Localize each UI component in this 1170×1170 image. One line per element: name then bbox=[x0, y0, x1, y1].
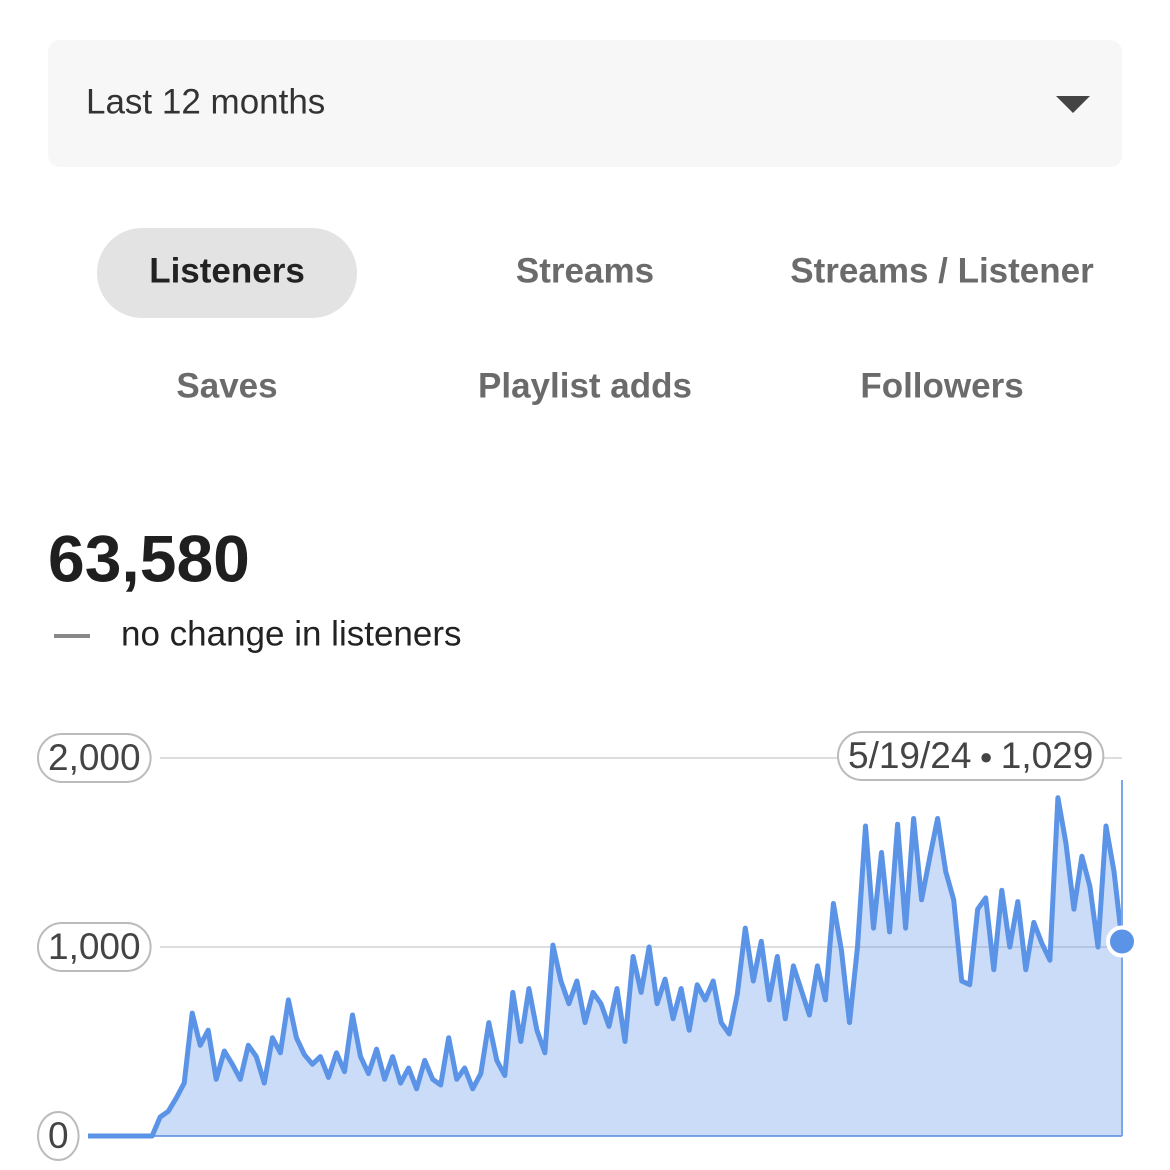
tooltip-dot bbox=[1106, 925, 1138, 958]
area bbox=[88, 797, 1122, 1136]
y-tick-label: 2,000 bbox=[48, 737, 141, 778]
line bbox=[88, 795, 1125, 1139]
y-tick-pill bbox=[37, 1111, 80, 1161]
tab-label[interactable]: Streams bbox=[516, 251, 654, 290]
y-tick-pill bbox=[37, 733, 152, 783]
chart: 0 1,000 2,000 5/19/24 ● 1,029 bbox=[37, 731, 1138, 1161]
tab-label[interactable]: Listeners bbox=[149, 251, 305, 290]
tooltip-value: 1,029 bbox=[1001, 735, 1094, 776]
dropdown-box[interactable] bbox=[48, 40, 1122, 167]
tooltip-pill bbox=[837, 731, 1105, 781]
tab-selected-bg[interactable] bbox=[97, 228, 357, 318]
total-value: 63,580 bbox=[48, 521, 250, 595]
tooltip-text: 5/19/24 ● 1,029 bbox=[848, 735, 1093, 776]
tab-label[interactable]: Streams / Listener bbox=[790, 251, 1094, 290]
period-dropdown[interactable]: Last 12 months bbox=[48, 40, 1122, 167]
tabs: Listeners Streams Streams / Listener Saves P… bbox=[97, 228, 1094, 405]
dropdown-label[interactable]: Last 12 months bbox=[86, 82, 325, 121]
tooltip-date: 5/19/24 bbox=[848, 735, 971, 776]
tooltip: 5/19/24 ● 1,029 bbox=[837, 731, 1105, 781]
tab-label[interactable]: Saves bbox=[176, 366, 277, 405]
dropdown-arrow[interactable] bbox=[1056, 96, 1090, 113]
y-tick-pill bbox=[37, 922, 152, 972]
y-tick-label: 1,000 bbox=[48, 926, 141, 967]
tab-label[interactable]: Followers bbox=[860, 366, 1023, 405]
change-text: no change in listeners bbox=[121, 614, 462, 653]
y-tick-label: 0 bbox=[48, 1115, 69, 1156]
tooltip-sep: ● bbox=[979, 744, 992, 769]
tab-label[interactable]: Playlist adds bbox=[478, 366, 692, 405]
